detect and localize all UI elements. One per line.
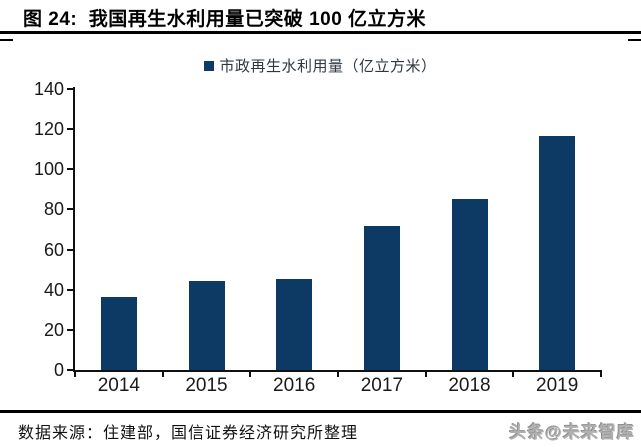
- figure-title: 图 24: 我国再生水利用量已突破 100 亿立方米: [23, 9, 427, 30]
- x-tick-label: 2015: [185, 375, 228, 396]
- watermark: 头条@未来智库: [509, 423, 635, 442]
- x-axis-tick: [337, 371, 339, 377]
- x-tick-label: 2016: [273, 375, 316, 396]
- y-axis-tick: [67, 168, 73, 171]
- y-tick-label: 140: [33, 79, 64, 99]
- title-divider-notch-left: [0, 39, 13, 41]
- x-axis-tick: [512, 371, 515, 377]
- y-tick-label: 60: [43, 239, 64, 260]
- bar: [188, 280, 225, 370]
- chart-legend: 市政再生水利用量（亿立方米）: [0, 55, 641, 76]
- x-tick-label: 2018: [448, 375, 491, 396]
- y-axis-tick: [67, 248, 73, 251]
- bar-chart: 0 20 40 60 80 100 120 140 2014 2015 2016 2017 2018 20…: [33, 79, 602, 396]
- bar: [539, 136, 576, 370]
- x-axis-tick: [600, 371, 602, 377]
- x-tick-label: 2014: [97, 375, 140, 396]
- bar: [276, 278, 313, 370]
- title-divider: [0, 31, 641, 34]
- y-axis-tick: [67, 128, 73, 131]
- x-axis-tick: [424, 371, 427, 377]
- y-axis-tick: [67, 369, 73, 371]
- legend-label: 市政再生水利用量（亿立方米）: [219, 58, 437, 75]
- y-axis-tick: [67, 88, 73, 90]
- bar: [100, 297, 137, 370]
- x-tick-label: 2017: [360, 375, 403, 396]
- bar: [451, 198, 488, 370]
- y-tick-label: 100: [33, 159, 64, 180]
- y-axis-tick: [67, 288, 73, 291]
- y-axis-tick: [67, 328, 73, 331]
- y-axis-line: [73, 87, 75, 372]
- x-axis-tick: [249, 371, 252, 377]
- y-tick-label: 20: [43, 319, 64, 340]
- x-axis-tick: [74, 371, 76, 377]
- x-tick-label: 2019: [536, 375, 579, 396]
- bar: [363, 226, 400, 370]
- y-tick-label: 120: [33, 119, 64, 140]
- title-divider-notch-right: [628, 39, 641, 41]
- y-tick-label: 80: [43, 199, 64, 220]
- x-axis-tick: [161, 371, 164, 377]
- y-axis-tick: [67, 208, 73, 211]
- legend-marker-square: [204, 60, 215, 71]
- data-source-note: 数据来源：住建部，国信证券经济研究所整理: [18, 425, 359, 442]
- x-axis-line: [73, 369, 602, 372]
- y-tick-label: 40: [43, 279, 64, 300]
- footer-divider: [0, 410, 641, 413]
- y-tick-label: 0: [53, 360, 64, 380]
